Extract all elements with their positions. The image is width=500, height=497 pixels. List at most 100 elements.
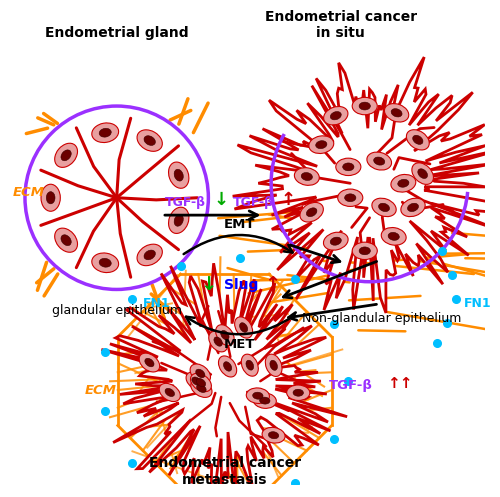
Ellipse shape: [367, 152, 392, 170]
Ellipse shape: [374, 157, 385, 165]
Ellipse shape: [92, 123, 118, 143]
Ellipse shape: [168, 162, 189, 188]
Ellipse shape: [300, 202, 324, 222]
Ellipse shape: [216, 325, 234, 345]
Ellipse shape: [196, 369, 205, 378]
Ellipse shape: [306, 208, 317, 217]
Ellipse shape: [196, 378, 205, 387]
Text: Endometrial gland: Endometrial gland: [45, 26, 189, 40]
Ellipse shape: [234, 317, 252, 338]
Ellipse shape: [406, 130, 430, 150]
Ellipse shape: [342, 163, 354, 171]
Ellipse shape: [401, 198, 425, 217]
Ellipse shape: [165, 388, 174, 397]
Text: FN1: FN1: [142, 297, 171, 311]
Ellipse shape: [324, 232, 348, 250]
Ellipse shape: [61, 235, 71, 246]
Ellipse shape: [260, 397, 270, 404]
Ellipse shape: [412, 135, 423, 145]
Ellipse shape: [372, 198, 396, 217]
Ellipse shape: [214, 337, 222, 346]
Ellipse shape: [46, 192, 55, 204]
Ellipse shape: [359, 102, 370, 110]
Ellipse shape: [240, 323, 248, 332]
Ellipse shape: [54, 143, 78, 167]
FancyArrowPatch shape: [184, 235, 292, 254]
Ellipse shape: [137, 130, 162, 151]
Ellipse shape: [252, 392, 263, 399]
Text: EMT: EMT: [224, 218, 255, 231]
Ellipse shape: [388, 233, 400, 241]
Ellipse shape: [99, 258, 111, 267]
Ellipse shape: [294, 167, 320, 185]
Ellipse shape: [301, 172, 312, 180]
Ellipse shape: [330, 237, 342, 245]
Ellipse shape: [174, 169, 184, 181]
Ellipse shape: [159, 383, 180, 402]
Ellipse shape: [99, 128, 111, 137]
Ellipse shape: [41, 184, 60, 211]
Ellipse shape: [408, 203, 418, 212]
Text: Non-glandular epithelium: Non-glandular epithelium: [302, 312, 462, 325]
Text: TGF-β: TGF-β: [165, 196, 206, 209]
Text: TGF-β: TGF-β: [329, 380, 373, 393]
FancyArrowPatch shape: [186, 315, 295, 334]
Ellipse shape: [266, 354, 282, 376]
Text: FN1: FN1: [464, 297, 492, 311]
Text: Endometrial cancer
metastasis: Endometrial cancer metastasis: [148, 456, 301, 487]
Ellipse shape: [246, 388, 270, 404]
Ellipse shape: [144, 250, 156, 260]
Text: ECM: ECM: [85, 384, 116, 397]
Ellipse shape: [384, 103, 409, 122]
Text: TGF-β: TGF-β: [232, 196, 274, 209]
Ellipse shape: [352, 97, 378, 115]
Polygon shape: [232, 57, 500, 313]
Ellipse shape: [352, 242, 378, 259]
Ellipse shape: [174, 214, 184, 226]
Text: ↓: ↓: [214, 191, 228, 209]
Text: glandular epithelium: glandular epithelium: [52, 304, 182, 317]
Ellipse shape: [190, 364, 210, 383]
Ellipse shape: [144, 136, 156, 146]
Ellipse shape: [246, 360, 254, 370]
Ellipse shape: [391, 174, 416, 192]
Ellipse shape: [190, 373, 212, 392]
Ellipse shape: [293, 389, 304, 396]
Ellipse shape: [168, 207, 189, 234]
Ellipse shape: [418, 169, 428, 178]
Ellipse shape: [270, 360, 278, 370]
Ellipse shape: [382, 228, 406, 245]
Ellipse shape: [242, 354, 258, 376]
Ellipse shape: [186, 372, 207, 391]
Ellipse shape: [391, 109, 402, 117]
Ellipse shape: [139, 353, 160, 372]
Ellipse shape: [196, 384, 206, 393]
Ellipse shape: [359, 247, 370, 255]
Text: Endometrial cancer
in situ: Endometrial cancer in situ: [264, 9, 416, 40]
Text: ↓: ↓: [200, 275, 216, 294]
Text: ↑↑: ↑↑: [387, 376, 412, 391]
Ellipse shape: [191, 379, 212, 398]
Ellipse shape: [316, 141, 327, 149]
Ellipse shape: [92, 253, 118, 272]
Ellipse shape: [61, 150, 71, 161]
Ellipse shape: [253, 393, 276, 409]
Ellipse shape: [209, 331, 228, 352]
Ellipse shape: [262, 427, 285, 443]
Text: ECM: ECM: [12, 186, 44, 199]
Ellipse shape: [378, 203, 390, 212]
Text: Slug: Slug: [224, 278, 258, 292]
Ellipse shape: [54, 228, 78, 252]
Ellipse shape: [224, 362, 232, 371]
Text: ↑: ↑: [281, 191, 296, 209]
Ellipse shape: [336, 158, 361, 175]
Ellipse shape: [412, 163, 434, 184]
Ellipse shape: [268, 432, 278, 439]
Ellipse shape: [344, 194, 356, 202]
Text: MET: MET: [224, 338, 255, 351]
Polygon shape: [102, 263, 347, 497]
Text: ↑: ↑: [264, 275, 280, 294]
Ellipse shape: [137, 244, 162, 266]
Circle shape: [25, 106, 208, 289]
Ellipse shape: [324, 106, 348, 125]
